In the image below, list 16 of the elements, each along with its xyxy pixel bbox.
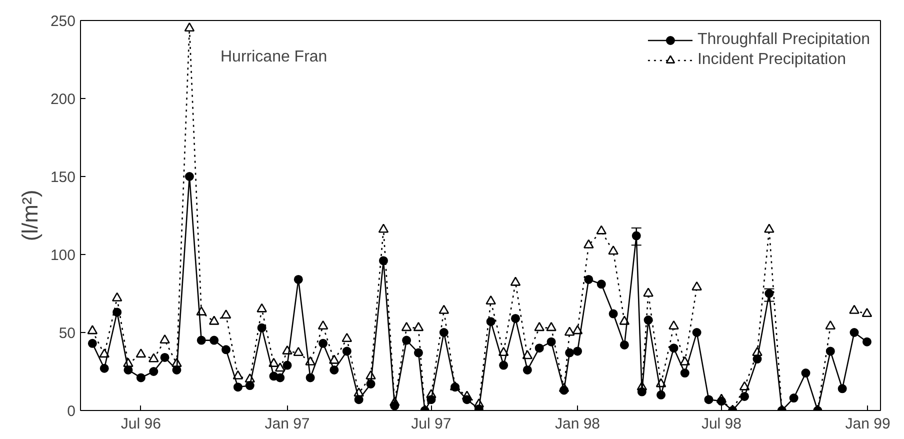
- x-tick-label: Jan 98: [555, 416, 600, 432]
- legend-label: Throughfall Precipitation: [697, 31, 870, 49]
- x-tick-label: Jan 99: [845, 416, 890, 432]
- y-tick-label: 250: [50, 13, 76, 30]
- y-tick-label: 100: [50, 247, 76, 264]
- annotation: Hurricane Fran: [220, 48, 328, 66]
- y-axis-title: (l/m²): [17, 190, 42, 242]
- x-tick-label: Jul 97: [411, 416, 452, 432]
- y-tick-label: 200: [50, 91, 76, 108]
- x-tick-label: Jul 96: [120, 416, 161, 432]
- legend-label: Incident Precipitation: [697, 51, 846, 69]
- x-tick-label: Jul 98: [701, 416, 742, 432]
- y-tick-label: 150: [50, 169, 76, 186]
- y-tick-label: 50: [58, 325, 76, 342]
- y-tick-label: 0: [67, 403, 76, 420]
- x-tick-label: Jan 97: [264, 416, 310, 432]
